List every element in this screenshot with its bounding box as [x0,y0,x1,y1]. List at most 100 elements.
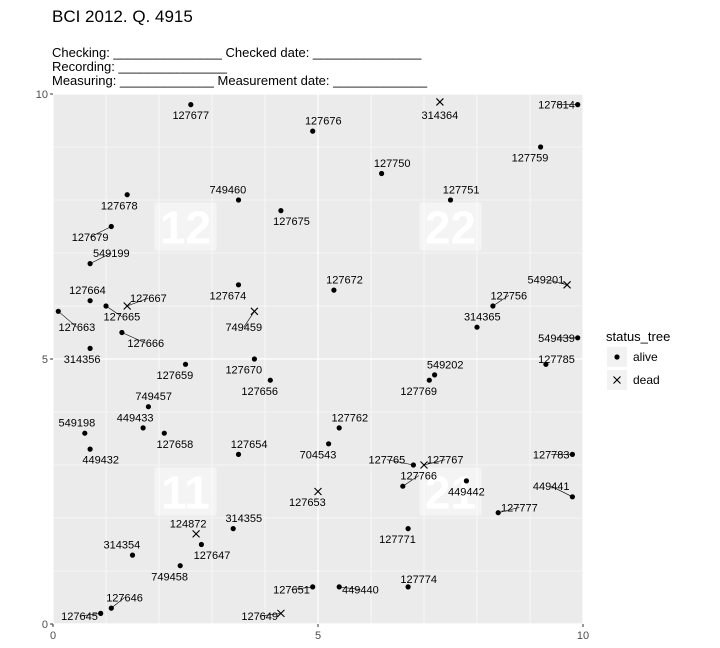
point-alive-127777 [495,510,501,516]
point-label-127649: 127649 [241,611,278,623]
point-label-314354: 314354 [104,540,141,552]
point-alive-127651 [310,584,316,590]
point-label-127654: 127654 [231,439,268,451]
quadrant-labels: 12 22 11 21 [154,202,482,519]
point-alive-314355 [230,526,236,532]
point-alive-127769 [426,377,432,383]
leader-line [243,311,255,328]
point-label-549202: 549202 [427,359,464,371]
point-labels: 127677 127676 314364 127814 127759 127750 7494… [58,100,574,623]
point-alive-449440 [336,584,342,590]
leader-line [105,305,123,317]
leader-line [551,485,573,498]
point-label-549201: 549201 [528,275,565,287]
point-alive-127679 [108,223,114,230]
point-alive-549198 [82,430,88,436]
point-alive-127750 [379,170,385,177]
leader-line [127,297,149,307]
point-label-314356: 314356 [64,354,101,366]
point-alive-449433 [140,425,146,431]
point-label-127656: 127656 [241,386,278,398]
point-label-314365: 314365 [464,312,501,324]
quadrant-label-box [154,202,217,251]
grid-lines [52,93,584,625]
point-alive-127658 [161,430,167,436]
point-alive-449432 [87,446,93,452]
point-label-127653: 127653 [289,497,326,509]
point-label-127756: 127756 [490,290,527,302]
point-label-127678: 127678 [101,200,138,212]
point-dead-749459 [250,307,259,316]
point-label-127663: 127663 [58,322,95,334]
point-label-704543: 704543 [300,449,337,461]
chart-title: BCI 2012. Q. 4915 [52,7,193,26]
leader-line [111,597,125,609]
point-alive-314356 [87,345,93,351]
legend-dot-icon [614,354,620,360]
point-label-127777: 127777 [501,502,538,514]
leader-line [492,295,509,307]
point-alive-127783 [569,451,576,457]
point-label-127766: 127766 [400,471,437,483]
point-dead-549201 [563,280,571,289]
quadrant-label: 21 [425,467,476,519]
point-alive-127765 [410,462,416,468]
point-label-127769: 127769 [400,386,437,398]
point-dead-127667 [123,302,132,310]
point-alive-749457 [145,404,151,410]
point-alive-127666 [119,329,125,336]
point-label-127664: 127664 [69,285,106,297]
point-label-127771: 127771 [379,534,416,546]
point-label-549439: 549439 [538,333,575,345]
point-alive-127751 [447,197,454,203]
point-label-127785: 127785 [538,354,575,366]
point-label-127677: 127677 [172,110,209,122]
point-label-127658: 127658 [157,439,194,451]
point-alive-449442 [463,478,469,484]
point-alive-549439 [575,335,581,341]
point-label-314355: 314355 [225,513,262,525]
point-alive-127774 [405,584,411,590]
header-line-measuring: Measuring: _____________ Measurement dat… [52,73,428,88]
point-alive-127766 [400,483,406,489]
point-label-127646: 127646 [106,593,143,605]
point-alive-127645 [98,610,104,617]
point-label-124872: 124872 [170,518,207,530]
point-label-127667: 127667 [130,293,167,305]
legend: status_tree alive dead [606,329,670,390]
point-label-127647: 127647 [194,550,231,562]
point-label-749460: 749460 [210,184,247,196]
point-alive-749458 [177,563,183,569]
point-label-127767: 127767 [427,455,464,467]
point-label-127765: 127765 [369,455,406,467]
point-label-549198: 549198 [58,418,95,430]
leader-line [58,311,78,328]
point-label-127672: 127672 [326,275,363,287]
point-alive-704543 [326,441,332,447]
quadrant-label: 11 [161,467,210,519]
point-label-449440: 449440 [342,585,379,597]
point-label-127676: 127676 [305,116,342,128]
point-label-314364: 314364 [422,110,459,122]
quadrant-label-box [154,467,217,516]
point-dead-314364 [436,98,444,106]
point-label-127670: 127670 [225,365,262,377]
leader-line [498,507,520,513]
point-label-127674: 127674 [210,290,247,302]
x-tick-label: 0 [50,630,56,642]
point-alive-127756 [490,303,496,309]
point-label-127665: 127665 [104,312,141,324]
leader-line [291,586,313,590]
point-alive-127771 [405,526,411,532]
y-tick-label: 10 [36,89,48,101]
point-alive-127665 [103,303,109,309]
point-label-449442: 449442 [448,487,485,499]
point-alive-127659 [182,361,189,367]
point-label-749457: 749457 [135,391,172,403]
point-alive-127646 [108,605,114,611]
point-alive-127675 [278,208,284,214]
point-alive-314354 [129,552,136,558]
point-alive-127762 [336,425,342,431]
point-alive-127676 [310,128,316,134]
